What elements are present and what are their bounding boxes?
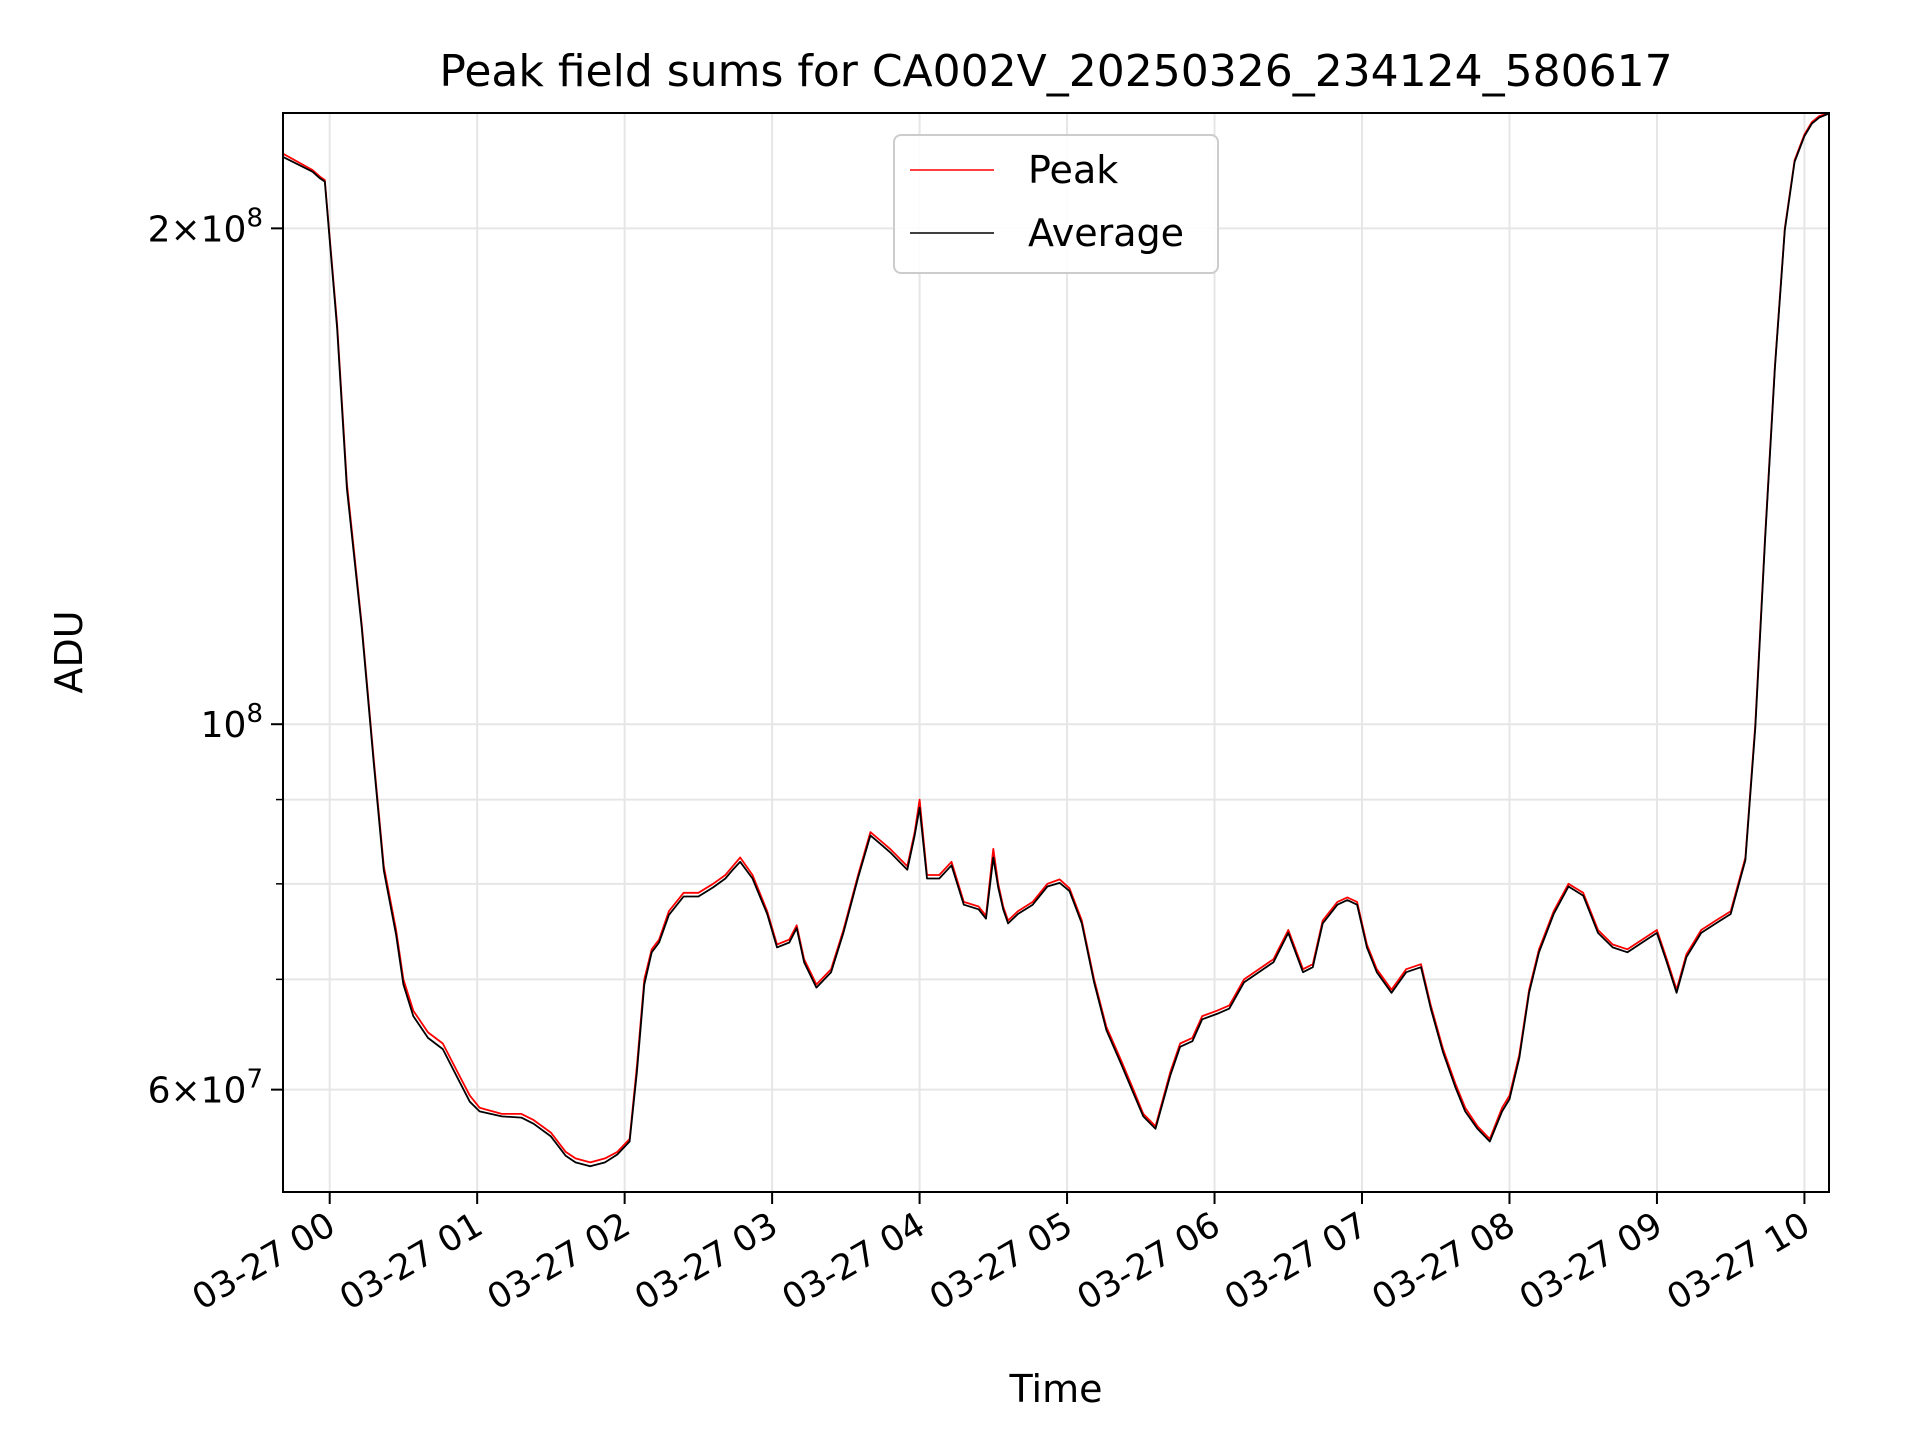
y-axis-label: ADU: [47, 610, 91, 693]
chart-title: Peak field sums for CA002V_20250326_2341…: [439, 46, 1672, 97]
legend-label-peak: Peak: [1028, 148, 1118, 192]
legend: Peak Average: [893, 134, 1219, 274]
y-tick-label: 2×108: [148, 203, 263, 250]
x-axis-label: Time: [1009, 1367, 1103, 1411]
legend-label-average: Average: [1028, 211, 1184, 255]
series-layer: [282, 112, 1830, 1168]
series-line-peak: [282, 112, 1830, 1164]
plot-area-frame: [282, 112, 1830, 1193]
y-tick-label: 6×107: [148, 1065, 263, 1112]
grid: [283, 113, 1829, 1192]
y-tick-label: 108: [201, 699, 263, 746]
series-line-average: [282, 112, 1830, 1168]
